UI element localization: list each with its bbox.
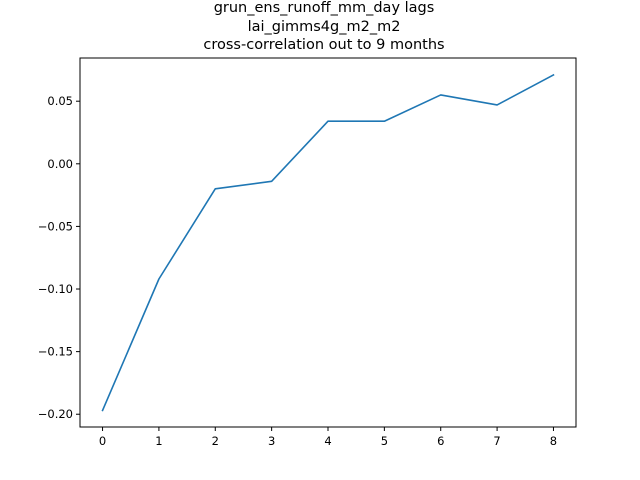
x-tick-label: 4	[324, 434, 331, 448]
y-tick-label: −0.15	[38, 345, 73, 359]
x-tick-label: 8	[550, 434, 557, 448]
x-tick-label: 1	[155, 434, 162, 448]
x-tick-label: 7	[493, 434, 500, 448]
series-lines	[101, 73, 555, 412]
chart-title-line-3: cross-correlation out to 9 months	[203, 37, 444, 53]
x-tick-label: 3	[268, 434, 275, 448]
x-tick-label: 6	[437, 434, 444, 448]
x-axis-ticks: 0 1 2 3 4 5 6 7 8	[99, 427, 557, 448]
series-line	[101, 73, 555, 412]
chart-title-line-2: lai_gimms4g_m2_m2	[248, 19, 401, 35]
y-tick-label: 0.00	[47, 157, 73, 171]
y-tick-label: 0.05	[47, 94, 73, 108]
y-tick-label: −0.10	[38, 282, 73, 296]
x-tick-label: 5	[381, 434, 388, 448]
y-axis-ticks: −0.20 −0.15 −0.10 −0.05 0.00 0.05	[38, 94, 80, 421]
x-tick-label: 2	[212, 434, 219, 448]
chart-title-line-1: grun_ens_runoff_mm_day lags	[214, 0, 435, 16]
x-tick-label: 0	[99, 434, 106, 448]
plot-area-frame	[79, 57, 577, 428]
y-tick-label: −0.05	[38, 219, 73, 233]
y-tick-label: −0.20	[38, 407, 73, 421]
